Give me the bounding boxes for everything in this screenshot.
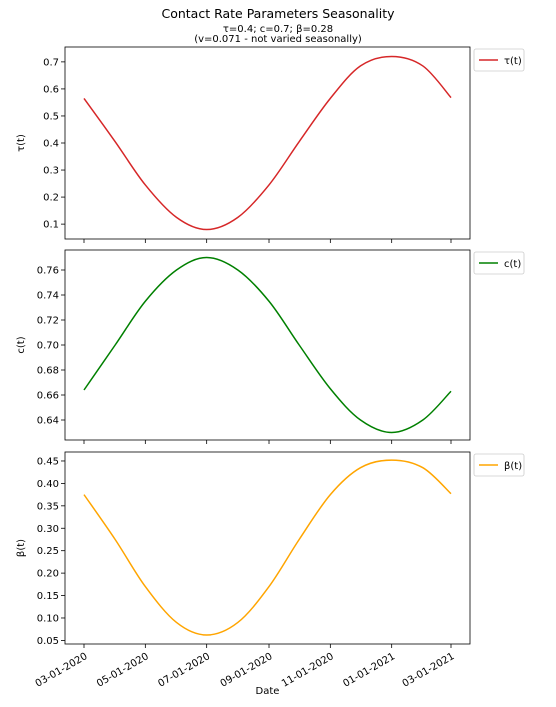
figure-title: Contact Rate Parameters Seasonality (161, 6, 395, 21)
legend-box (473, 251, 525, 275)
y-axis-label: τ(t) (16, 134, 27, 152)
subplot-1: 0.1 0.2 0.3 0.4 0.5 0.6 0.7 τ(t) τ(t) (16, 46, 525, 243)
x-tick-label: 03-01-2021 (401, 651, 457, 690)
figure-subtitle-note: (v=0.071 - not varied seasonally) (194, 34, 362, 45)
x-tick-label: 01-01-2021 (341, 651, 397, 690)
x-axis-label: Date (256, 686, 280, 697)
legend-label: c(t) (504, 259, 521, 270)
y-tick-label: 0.2 (43, 193, 59, 204)
y-tick-label: 0.25 (37, 546, 59, 557)
x-tick-label: 09-01-2020 (219, 651, 275, 690)
legend-label: τ(t) (504, 56, 522, 67)
y-tick-label: 0.6 (43, 84, 59, 95)
y-tick-label: 0.68 (37, 366, 59, 377)
legend: c(t) (473, 251, 525, 275)
legend-box (473, 48, 525, 72)
y-tick-label: 0.7 (43, 57, 59, 68)
axes-frame (64, 451, 471, 645)
subplot-2: 0.64 0.66 0.68 0.70 0.72 0.74 0.76 c(t) c(t) (16, 249, 525, 444)
y-tick-label: 0.5 (43, 111, 59, 122)
y-tick-label: 0.40 (37, 479, 59, 490)
legend: β(t) (473, 453, 525, 477)
legend-box (473, 453, 525, 477)
y-tick-label: 0.4 (43, 139, 59, 150)
y-tick-label: 0.35 (37, 501, 59, 512)
y-tick-label: 0.74 (37, 291, 59, 302)
axes-frame (64, 46, 471, 240)
legend-label: β(t) (504, 461, 522, 472)
y-tick-label: 0.3 (43, 166, 59, 177)
y-tick-label: 0.72 (37, 316, 59, 327)
y-tick-label: 0.20 (37, 569, 59, 580)
y-tick-label: 0.15 (37, 591, 59, 602)
figure-subtitle-params: τ=0.4; c=0.7; β=0.28 (222, 24, 334, 35)
y-tick-label: 0.64 (37, 416, 59, 427)
x-tick-label: 07-01-2020 (156, 651, 212, 690)
x-tick-label: 03-01-2020 (34, 651, 90, 690)
y-tick-label: 0.45 (37, 456, 59, 467)
x-tick-label: 11-01-2020 (280, 651, 336, 690)
y-tick-label: 0.10 (37, 613, 59, 624)
y-tick-label: 0.76 (37, 266, 59, 277)
series-line (83, 459, 452, 636)
subplot-3: 0.05 0.10 0.15 0.20 0.25 0.30 0.35 0.40 0.45 03-0… (16, 451, 525, 690)
y-axis-label: c(t) (16, 336, 27, 353)
y-tick-label: 0.1 (43, 220, 59, 231)
y-tick-label: 0.05 (37, 636, 59, 647)
y-tick-label: 0.70 (37, 341, 59, 352)
series-line (83, 55, 452, 231)
x-tick-label: 05-01-2020 (95, 651, 151, 690)
series-line (83, 256, 452, 434)
axes-frame (64, 249, 471, 441)
legend: τ(t) (473, 48, 525, 72)
y-tick-label: 0.66 (37, 391, 59, 402)
y-tick-label: 0.30 (37, 524, 59, 535)
y-axis-label: β(t) (16, 539, 27, 557)
